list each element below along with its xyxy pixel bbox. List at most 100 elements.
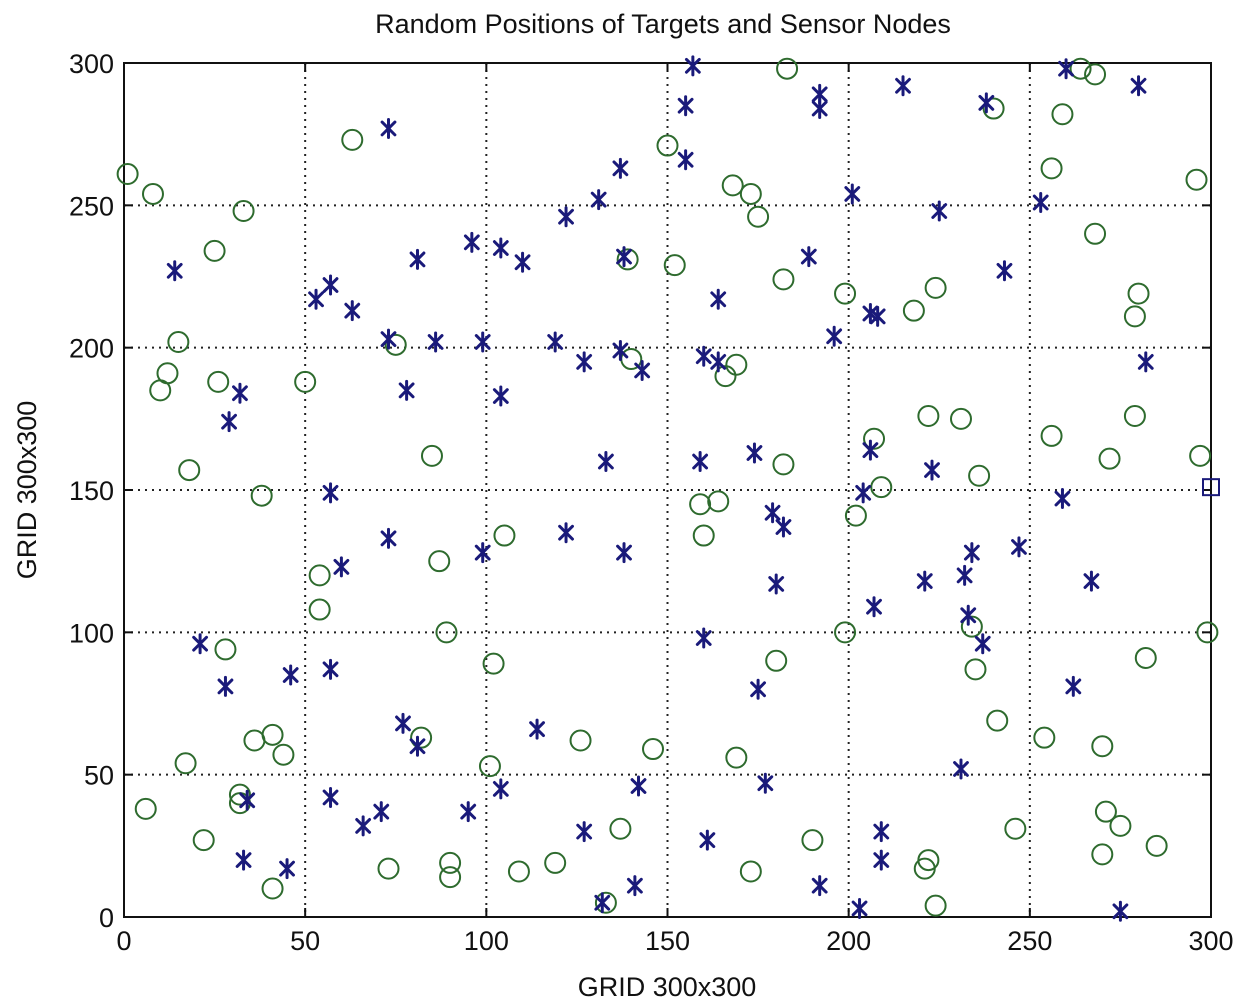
sensor-node-marker [410, 726, 433, 749]
target-marker [1137, 351, 1154, 373]
sensor-node-marker [982, 97, 1005, 120]
sensor-node-marker [924, 276, 947, 299]
target-marker [953, 758, 969, 780]
x-tick-label: 150 [645, 926, 690, 956]
target-marker [282, 664, 299, 686]
target-marker [844, 183, 861, 205]
target-marker [1054, 488, 1071, 510]
target-marker [322, 482, 339, 504]
sensor-node-marker [544, 851, 567, 874]
sensor-node-marker [739, 182, 762, 205]
sensor-node-marker [1040, 157, 1063, 180]
target-marker [692, 451, 709, 473]
sensor-node-marker [1134, 646, 1157, 669]
target-marker [862, 439, 879, 461]
sensor-node-marker [203, 239, 226, 262]
sensor-node-marker [1185, 168, 1208, 191]
target-marker [1112, 900, 1129, 922]
sensor-node-marker [594, 891, 617, 914]
target-marker [996, 260, 1013, 282]
target-marker [409, 735, 426, 757]
target-marker [322, 786, 339, 808]
target-marker [775, 516, 792, 538]
sensor-node-marker [294, 370, 317, 393]
target-marker [395, 712, 411, 734]
x-tick-label: 300 [1188, 926, 1233, 956]
sensor-node-marker [1033, 726, 1056, 749]
target-marker [308, 288, 324, 310]
target-marker [956, 564, 973, 586]
sensor-node-marker [167, 330, 190, 353]
sensor-node-marker [707, 490, 730, 513]
target-marker [931, 200, 948, 222]
target-marker [1058, 58, 1074, 80]
sensor-node-marker [844, 504, 867, 527]
sensor-node-marker [663, 254, 686, 277]
chart-title: Random Positions of Targets and Sensor N… [375, 9, 951, 39]
sensor-node-marker [917, 404, 940, 427]
sensor-node-marker [134, 797, 157, 820]
sensor-node-marker [1145, 834, 1168, 857]
sensor-node-marker [384, 333, 407, 356]
sensor-node-marker [964, 658, 987, 681]
target-marker [746, 442, 763, 464]
sensor-node-marker [1051, 103, 1074, 126]
target-marker [474, 331, 491, 353]
y-axis-label: GRID 300x300 [12, 401, 42, 580]
sensor-node-marker [192, 829, 215, 852]
sensor-node-marker [482, 652, 505, 675]
target-marker [677, 149, 694, 171]
sensor-node-marker [776, 57, 799, 80]
sensor-node-marker [656, 134, 679, 157]
sensor-node-marker [1004, 817, 1027, 840]
target-marker [710, 288, 727, 310]
target-marker [616, 246, 632, 268]
sensor-node-marker [801, 829, 824, 852]
sensor-node-marker [141, 182, 164, 205]
target-marker [1032, 191, 1049, 213]
sensor-node-marker [739, 860, 762, 883]
target-marker [750, 678, 766, 700]
target-marker [232, 382, 248, 404]
sensor-node-marker [308, 564, 331, 587]
target-marker [344, 300, 361, 322]
target-marker [1065, 675, 1082, 697]
target-marker [166, 260, 183, 282]
target-marker [474, 542, 491, 564]
target-marker [1083, 570, 1100, 592]
sensor-node-marker [834, 621, 857, 644]
sensor-node-marker [435, 621, 458, 644]
target-marker [710, 351, 727, 373]
sensor-node-marker [1094, 800, 1117, 823]
target-marker [866, 596, 882, 618]
y-tick-label: 250 [69, 191, 114, 221]
sensor-node-marker [261, 877, 284, 900]
target-marker [492, 237, 509, 259]
sensor-node-marker [968, 464, 991, 487]
sensor-node-marker [116, 163, 139, 186]
sensor-node-marker [949, 407, 972, 430]
target-marker [558, 522, 574, 544]
sensor-node-marker [232, 200, 255, 223]
sensor-node-marker [986, 709, 1009, 732]
sensor-node-marker [261, 723, 284, 746]
target-marker [492, 778, 509, 800]
sensor-node-marker [765, 649, 788, 672]
target-marker [279, 858, 295, 880]
target-marker [398, 379, 415, 401]
sensor-node-marker [439, 866, 462, 889]
target-marker [373, 801, 390, 823]
sensor-node-marker [439, 851, 462, 874]
target-marker [217, 675, 234, 697]
target-marker [695, 345, 712, 367]
target-marker [974, 633, 991, 655]
sensor-node-marker [1098, 447, 1121, 470]
target-marker [626, 875, 643, 897]
x-tick-label: 250 [1007, 926, 1052, 956]
target-marker [514, 251, 531, 273]
sensor-node-marker [428, 550, 451, 573]
sensor-node-marker [1127, 282, 1150, 305]
target-marker [529, 718, 545, 740]
target-marker [612, 340, 629, 362]
